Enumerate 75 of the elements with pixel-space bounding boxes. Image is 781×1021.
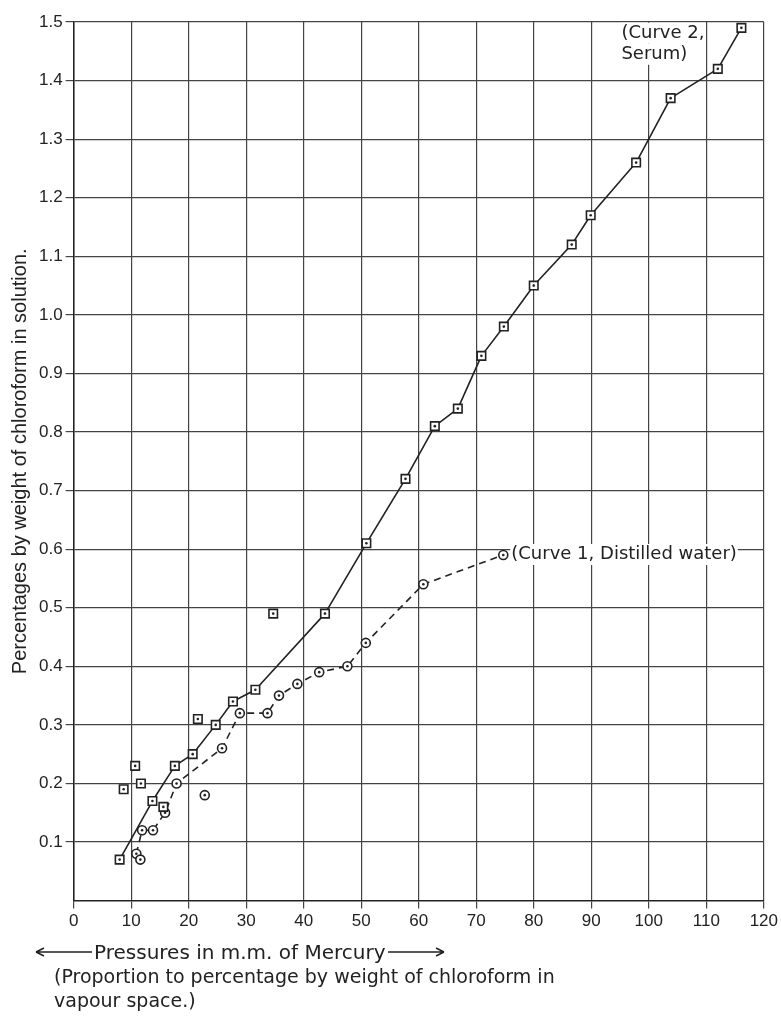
- point: [136, 825, 148, 836]
- point: [476, 350, 487, 361]
- point: [187, 749, 198, 760]
- point: [130, 760, 141, 771]
- y-axis-title: Percentages by weight of chloroform in solution.: [7, 248, 30, 675]
- x-tick-label: 40: [294, 911, 314, 931]
- point: [712, 63, 723, 74]
- y-tick-label: 1.0: [38, 304, 63, 324]
- y-tick-label: 0.2: [38, 773, 63, 793]
- x-tick-label: 20: [179, 911, 199, 931]
- x-tick-label: 70: [466, 911, 486, 931]
- y-tick-label: 0.9: [38, 363, 63, 383]
- point: [319, 608, 331, 619]
- point: [262, 707, 273, 719]
- point: [342, 661, 353, 672]
- point: [631, 157, 642, 168]
- y-tick-label: 0.4: [38, 655, 63, 675]
- point: [360, 637, 372, 649]
- point: [585, 210, 596, 221]
- x-tick-label: 10: [121, 911, 141, 931]
- point: [736, 22, 747, 33]
- point: [361, 538, 372, 549]
- point: [498, 321, 509, 332]
- point: [292, 678, 303, 690]
- point: [114, 854, 125, 865]
- y-tick-label: 0.7: [38, 480, 63, 500]
- x-tick-label: 90: [581, 911, 601, 931]
- y-tick-label: 1.2: [38, 187, 63, 207]
- y-tick-label: 1.1: [38, 245, 63, 265]
- y-tick-label: 0.6: [38, 538, 63, 558]
- x-tick-label: 80: [524, 911, 544, 931]
- point: [158, 801, 169, 812]
- point: [234, 707, 246, 719]
- point: [429, 421, 440, 432]
- x-tick-label: 110: [692, 911, 720, 931]
- x-tick-label: 60: [409, 911, 429, 931]
- point: [147, 825, 159, 836]
- series-label: (Curve 1, Distilled water): [511, 541, 737, 563]
- x-tick-label: 0: [68, 911, 79, 931]
- point: [497, 549, 509, 561]
- point: [452, 403, 463, 414]
- point: [400, 473, 411, 484]
- y-tick-label: 0.3: [38, 714, 63, 734]
- point: [227, 696, 238, 707]
- y-tick-label: 1.5: [38, 11, 63, 31]
- point: [566, 239, 577, 250]
- point: [147, 795, 158, 807]
- point: [313, 666, 325, 678]
- x-tick-label: 30: [236, 911, 256, 931]
- point: [268, 608, 279, 619]
- x-axis-title: Pressures in m.m. of Mercury: [94, 940, 386, 964]
- series-label: (Curve 2, Serum): [621, 20, 705, 63]
- point: [250, 684, 261, 695]
- point: [169, 760, 180, 771]
- point: [528, 280, 539, 291]
- y-tick-label: 1.4: [38, 70, 63, 90]
- point: [118, 784, 129, 795]
- y-tick-label: 0.5: [38, 597, 63, 617]
- point: [192, 713, 203, 725]
- point: [216, 743, 228, 754]
- point: [210, 719, 221, 730]
- point: [135, 854, 146, 865]
- point: [135, 778, 146, 789]
- text: (Proportion to percentage by weight of chloroform in vapour space.): [54, 964, 556, 1012]
- point: [418, 579, 429, 590]
- point: [199, 789, 211, 801]
- x-tick-label: 120: [749, 911, 779, 931]
- x-tick-label: 50: [351, 911, 371, 931]
- y-tick-label: 1.3: [38, 128, 63, 148]
- y-tick-label: 0.8: [38, 421, 63, 441]
- point: [171, 778, 182, 789]
- point: [665, 93, 676, 104]
- point: [273, 690, 285, 701]
- y-tick-label: 0.1: [38, 831, 63, 851]
- x-tick-label: 100: [634, 911, 663, 931]
